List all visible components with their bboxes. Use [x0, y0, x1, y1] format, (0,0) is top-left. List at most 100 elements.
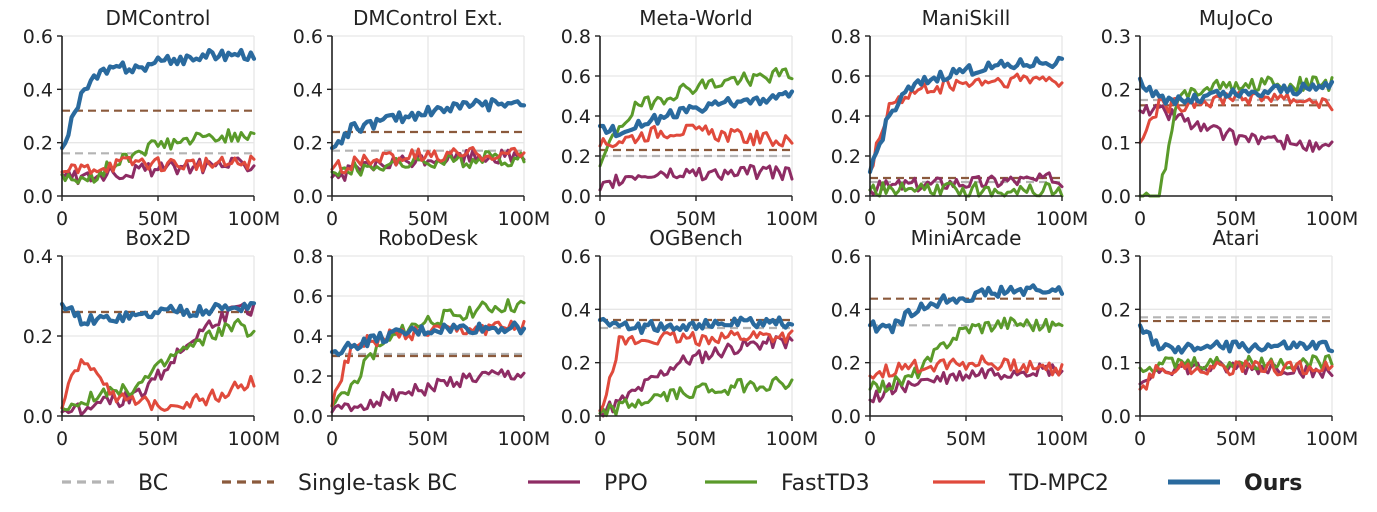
y-tick-label: 0.6: [831, 66, 861, 88]
series-line-tdmpc2: [868, 72, 1064, 174]
x-tick-label: 50M: [676, 208, 717, 230]
y-tick-label: 0.3: [1101, 246, 1131, 268]
series-line-ours: [59, 47, 257, 151]
panel-dmcontrol: 0.0 0.2 0.4 0.6 0 50M 100M DMControl: [23, 6, 281, 230]
y-tick-label: 0.2: [831, 353, 861, 375]
x-tick-label: 100M: [498, 428, 551, 450]
panel-title: MiniArcade: [911, 226, 1022, 250]
x-tick-label: 50M: [946, 428, 987, 450]
series-line-ours: [1137, 76, 1335, 107]
x-tick-label: 100M: [1306, 208, 1359, 230]
series-line-fasttd3: [598, 67, 794, 168]
x-tick-label: 100M: [1036, 208, 1089, 230]
panel-title: ManiSkill: [922, 6, 1011, 30]
x-tick-label: 0: [326, 428, 338, 450]
panel-meta-world: 0.0 0.2 0.4 0.6 0.8 0 50M 100M Meta-World: [561, 6, 819, 230]
x-tick-label: 0: [56, 428, 68, 450]
x-tick-label: 50M: [1216, 208, 1257, 230]
series-line-fasttd3: [868, 316, 1064, 394]
legend-label-ppo: PPO: [604, 471, 648, 496]
panel-miniarcade: 0.0 0.2 0.4 0.6 0 50M 100M MiniArcade: [831, 226, 1089, 450]
series-line-ppo: [598, 163, 794, 192]
y-tick-label: 0.6: [293, 26, 323, 48]
y-tick-label: 0.6: [561, 246, 591, 268]
series-line-ours: [59, 301, 257, 327]
y-tick-label: 0.6: [561, 66, 591, 88]
x-tick-label: 100M: [498, 208, 551, 230]
x-tick-label: 100M: [228, 428, 281, 450]
series-line-ppo: [868, 171, 1064, 197]
y-tick-label: 0.4: [831, 299, 861, 321]
series-line-tdmpc2: [60, 358, 256, 412]
y-tick-label: 0.2: [1101, 299, 1131, 321]
y-tick-label: 0.8: [561, 26, 591, 48]
x-tick-label: 0: [56, 208, 68, 230]
x-tick-label: 50M: [676, 428, 717, 450]
legend-item-bc: BC: [62, 471, 168, 496]
series-line-fasttd3: [598, 376, 794, 418]
series-line-ours: [867, 283, 1065, 335]
series-line-tdmpc2: [60, 154, 256, 175]
series-line-tdmpc2: [598, 123, 794, 149]
series-line-ppo: [598, 333, 794, 418]
y-tick-label: 0.0: [293, 406, 323, 428]
x-tick-label: 0: [864, 428, 876, 450]
series-line-ours: [867, 55, 1065, 175]
y-tick-label: 0.4: [23, 79, 53, 101]
series-line-ppo: [60, 301, 256, 417]
legend-label-fasttd3: FastTD3: [781, 471, 870, 496]
panel-title: DMControl Ext.: [353, 6, 503, 30]
y-tick-label: 0.0: [561, 186, 591, 208]
y-tick-label: 0.1: [1101, 133, 1131, 155]
y-tick-label: 0.4: [293, 79, 323, 101]
y-tick-label: 0.0: [831, 186, 861, 208]
series-line-fasttd3: [330, 150, 526, 178]
x-tick-label: 100M: [1306, 428, 1359, 450]
y-tick-label: 0.3: [1101, 26, 1131, 48]
series-line-tdmpc2: [868, 354, 1064, 380]
y-tick-label: 0.1: [1101, 353, 1131, 375]
series-line-ppo: [1138, 103, 1334, 153]
y-tick-label: 0.2: [561, 353, 591, 375]
x-tick-label: 0: [326, 208, 338, 230]
panel-box2d: 0.0 0.2 0.4 0 50M 100M Box2D: [23, 226, 281, 450]
x-tick-label: 100M: [766, 208, 819, 230]
y-tick-label: 0.0: [561, 406, 591, 428]
series-line-ours: [329, 97, 527, 151]
y-tick-label: 0.2: [831, 146, 861, 168]
y-tick-label: 0.4: [561, 299, 591, 321]
panel-title: Box2D: [125, 226, 190, 250]
series-line-ppo: [330, 368, 526, 414]
y-tick-label: 0.0: [1101, 186, 1131, 208]
y-tick-label: 0.4: [561, 106, 591, 128]
y-tick-label: 0.2: [561, 146, 591, 168]
y-tick-label: 0.0: [1101, 406, 1131, 428]
x-tick-label: 50M: [408, 208, 449, 230]
panel-title: Meta-World: [639, 6, 752, 30]
x-tick-label: 0: [594, 428, 606, 450]
x-tick-label: 100M: [1036, 428, 1089, 450]
series-line-ours: [597, 315, 795, 335]
legend-label-ours: Ours: [1244, 471, 1302, 496]
x-tick-label: 50M: [138, 428, 179, 450]
series-line-fasttd3: [60, 318, 256, 412]
series-line-tdmpc2: [330, 146, 526, 175]
y-tick-label: 0.0: [23, 406, 53, 428]
legend-item-stbc: Single-task BC: [222, 471, 457, 496]
y-tick-label: 0.0: [23, 186, 53, 208]
y-tick-label: 0.2: [23, 133, 53, 155]
x-tick-label: 0: [1134, 208, 1146, 230]
legend-label-stbc: Single-task BC: [298, 471, 457, 496]
panel-atari: 0.0 0.1 0.2 0.3 0 50M 100M Atari: [1101, 226, 1359, 450]
y-tick-label: 0.0: [831, 406, 861, 428]
x-tick-label: 50M: [1216, 428, 1257, 450]
legend-item-ours: Ours: [1168, 471, 1302, 496]
y-tick-label: 0.2: [1101, 79, 1131, 101]
panel-maniskill: 0.0 0.2 0.4 0.6 0.8 0 50M 100M ManiSkill: [831, 6, 1089, 230]
series-line-tdmpc2: [598, 329, 794, 413]
y-tick-label: 0.2: [293, 133, 323, 155]
series-line-fasttd3: [330, 298, 526, 408]
series-line-ppo: [868, 362, 1064, 404]
panel-title: OGBench: [649, 226, 743, 250]
y-tick-label: 0.0: [293, 186, 323, 208]
